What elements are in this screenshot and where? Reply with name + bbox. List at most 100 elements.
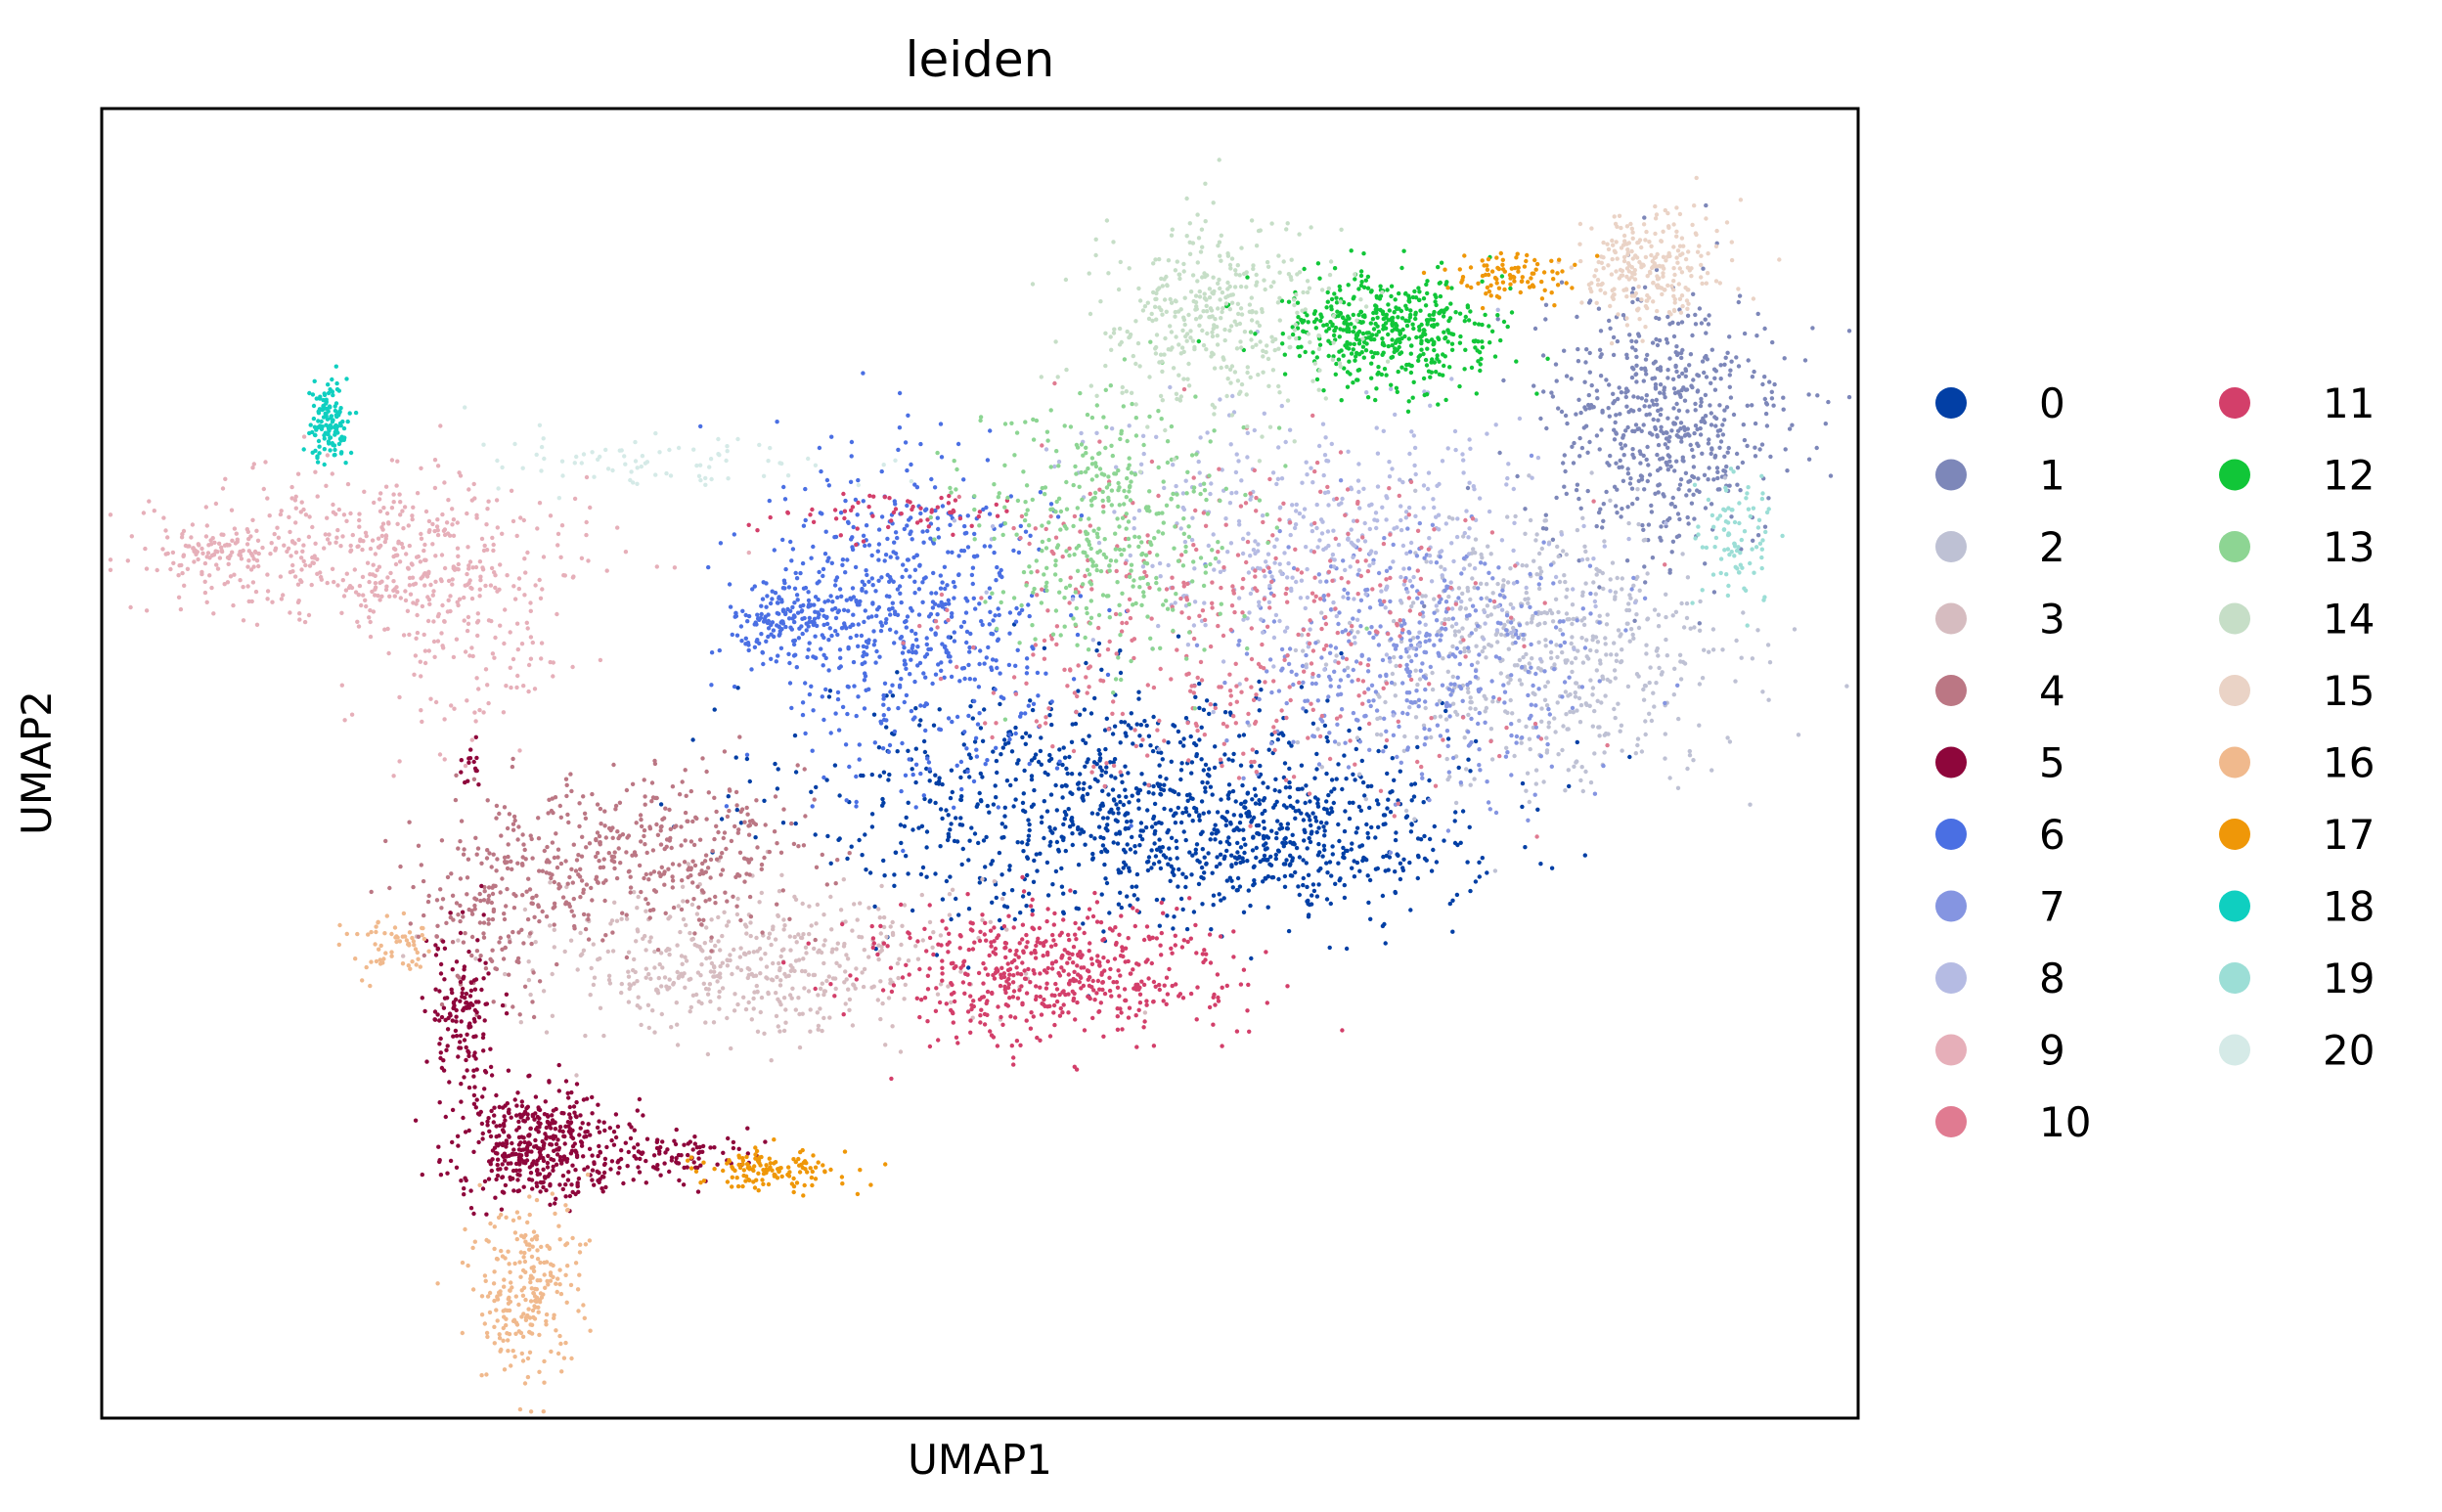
data-point [598, 1005, 603, 1011]
data-point [1059, 783, 1065, 789]
data-point [1544, 735, 1549, 740]
data-point [717, 647, 722, 653]
data-point [465, 875, 470, 880]
data-point [1155, 781, 1160, 786]
data-point [880, 796, 885, 802]
data-point [881, 702, 886, 707]
data-point [738, 946, 743, 951]
data-point [522, 984, 528, 989]
data-point [833, 534, 839, 540]
data-point [658, 842, 664, 847]
data-point [469, 953, 474, 958]
data-point [712, 969, 717, 974]
data-point [1411, 636, 1416, 641]
data-point [1347, 728, 1352, 734]
data-point [588, 1133, 593, 1137]
data-point [1123, 764, 1128, 769]
data-point [1208, 784, 1214, 789]
data-point [661, 816, 667, 821]
data-point [705, 1051, 711, 1057]
data-point [856, 644, 861, 648]
data-point [1589, 405, 1595, 410]
data-point [1172, 724, 1177, 729]
data-point [601, 857, 606, 862]
data-point [1129, 819, 1133, 823]
data-point [943, 644, 948, 649]
data-point [407, 820, 412, 824]
data-point [1164, 777, 1169, 781]
data-point [1024, 904, 1029, 909]
data-point [649, 799, 654, 804]
data-point [939, 455, 945, 460]
data-point [714, 857, 720, 862]
data-point [700, 861, 705, 867]
data-point [892, 540, 897, 545]
data-point [1115, 819, 1120, 823]
data-point [503, 1182, 509, 1188]
data-point [915, 956, 921, 961]
data-point [632, 1154, 637, 1159]
data-point [483, 966, 489, 971]
data-point [1118, 799, 1123, 805]
data-point [1746, 358, 1751, 363]
data-point [483, 960, 488, 965]
data-point [1627, 639, 1632, 644]
data-point [975, 722, 981, 727]
data-point [511, 756, 515, 762]
data-point [978, 726, 984, 731]
data-point [1544, 748, 1550, 753]
data-point [1114, 831, 1119, 836]
data-point [1445, 669, 1451, 674]
data-point [502, 1190, 507, 1195]
data-point [1153, 854, 1159, 859]
data-point [469, 934, 475, 940]
data-point [1675, 785, 1681, 790]
data-point [659, 1011, 664, 1017]
data-point [481, 912, 486, 917]
data-point [612, 850, 617, 855]
data-point [1310, 811, 1315, 816]
data-point [1188, 734, 1193, 739]
data-point [1157, 763, 1162, 768]
data-point [1653, 424, 1658, 430]
data-point [902, 619, 908, 625]
data-point [1300, 786, 1305, 791]
data-point [850, 545, 855, 550]
data-point [1740, 460, 1746, 466]
data-point [1645, 571, 1650, 576]
data-point [788, 539, 793, 545]
data-point [1354, 825, 1360, 830]
data-point [1266, 747, 1271, 752]
data-point [555, 1137, 560, 1142]
data-point [777, 629, 782, 634]
data-point [1546, 720, 1552, 726]
data-point [1553, 597, 1559, 601]
data-point [1066, 807, 1071, 812]
data-point [475, 846, 481, 851]
data-point [949, 768, 955, 773]
data-point [1576, 695, 1582, 701]
data-point [897, 683, 903, 688]
data-point [787, 660, 792, 666]
data-point [1642, 683, 1648, 689]
data-point [1485, 596, 1489, 600]
data-point [445, 874, 451, 880]
data-point [1742, 437, 1748, 443]
data-point [1582, 853, 1588, 858]
data-point [501, 956, 507, 961]
data-point [1450, 701, 1456, 706]
data-point [967, 838, 972, 843]
data-point [691, 897, 696, 902]
data-point [669, 1025, 674, 1030]
data-point [611, 762, 616, 768]
data-point [1290, 832, 1295, 837]
data-point [952, 639, 957, 644]
data-point [1282, 884, 1288, 889]
data-point [852, 983, 857, 988]
data-point [1631, 367, 1636, 372]
data-point [1273, 777, 1278, 781]
data-point [978, 798, 984, 803]
data-point [1630, 502, 1635, 507]
data-point [495, 1173, 501, 1178]
data-point [805, 654, 810, 660]
